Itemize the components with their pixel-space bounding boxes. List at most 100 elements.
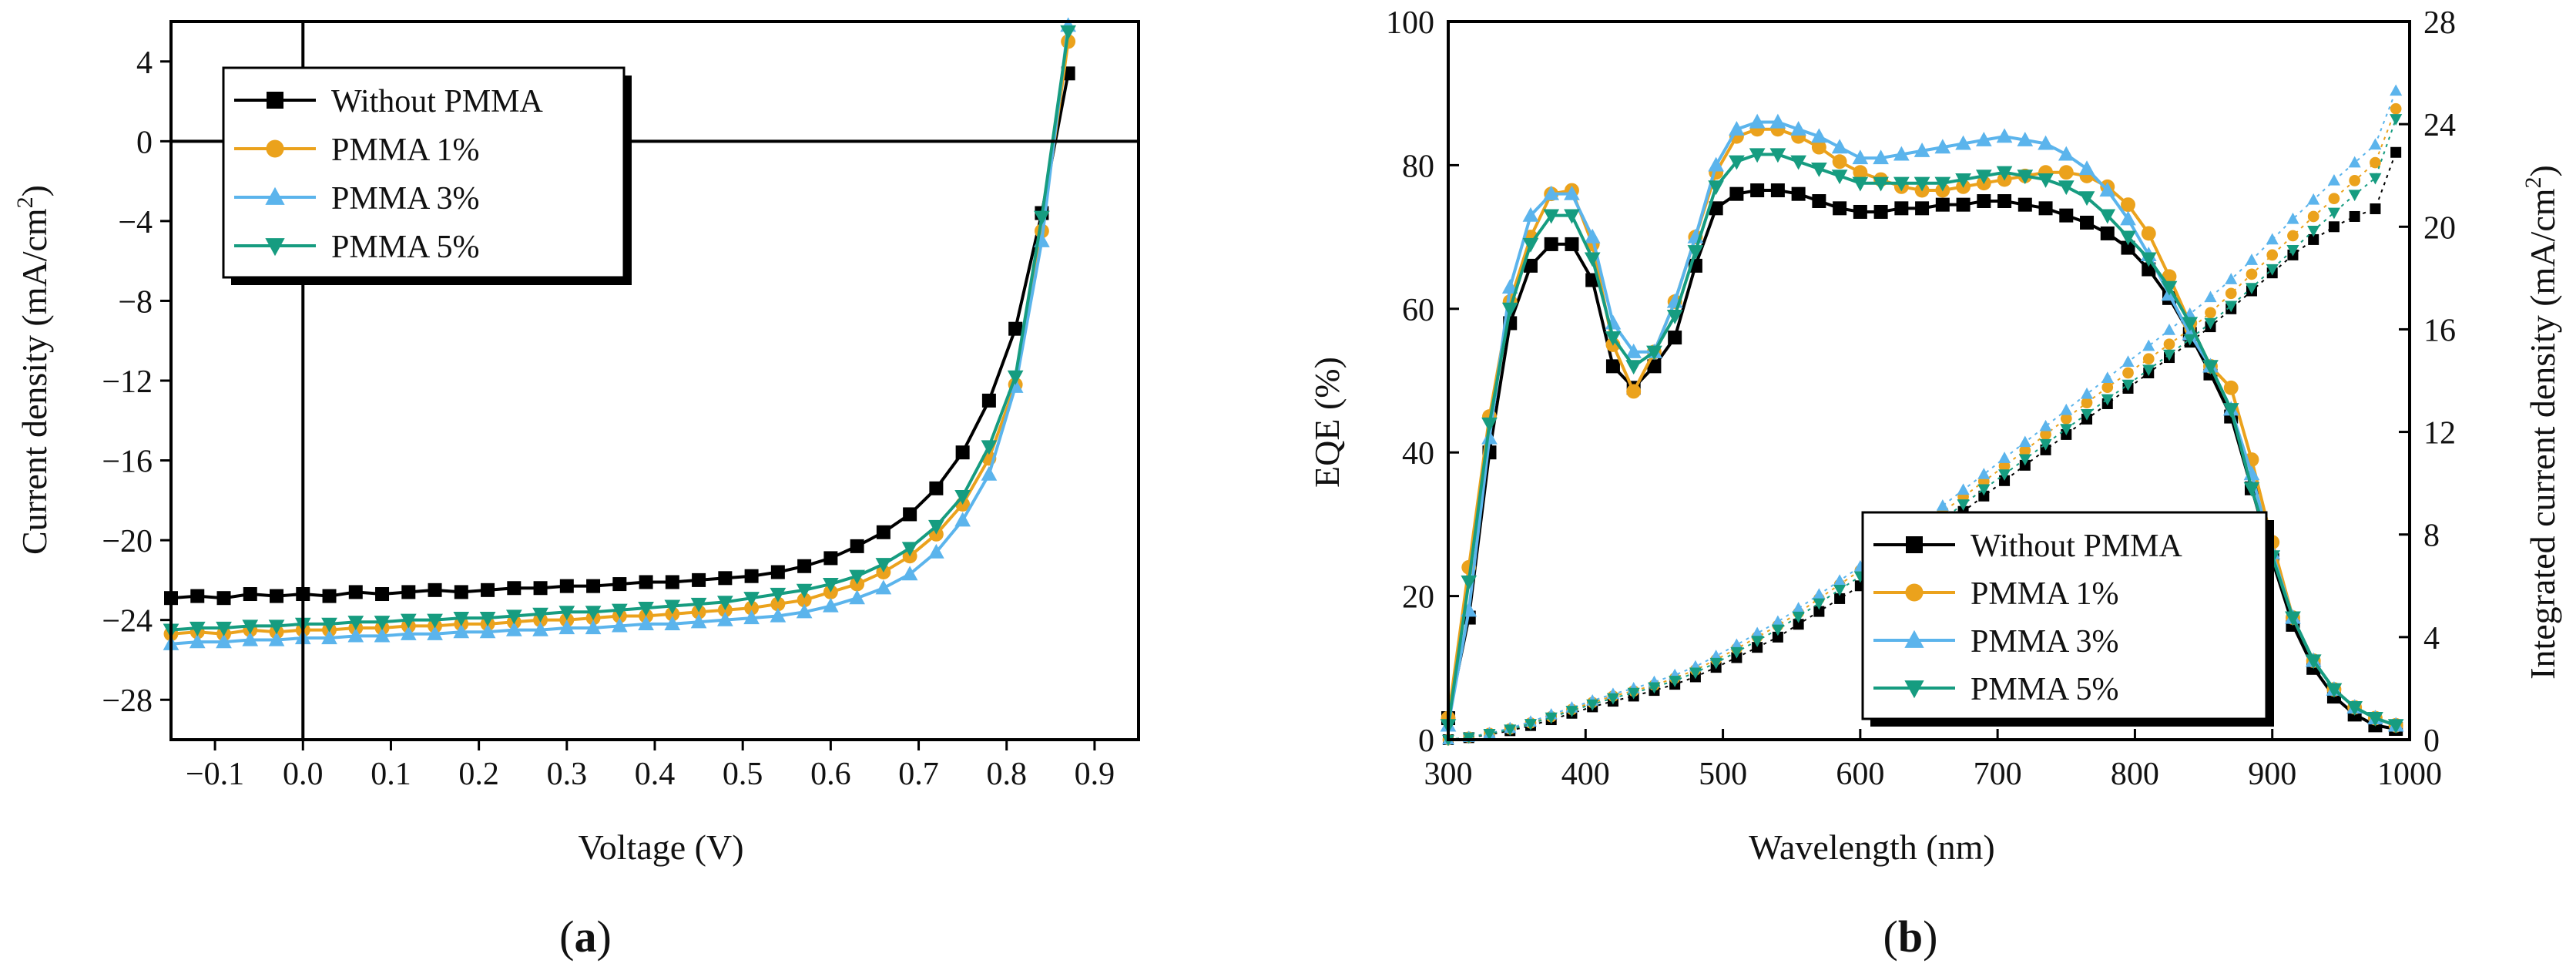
jv-point	[928, 543, 944, 559]
jv-point	[454, 585, 468, 599]
jv-legend-marker	[265, 186, 285, 205]
eqe-x-tick-label: 700	[1974, 757, 2022, 792]
eqe-point	[2161, 280, 2178, 296]
jv-point	[797, 559, 812, 573]
jv-x-tick-label: 0.4	[635, 757, 676, 792]
eqe-legend-marker	[1905, 583, 1924, 602]
integrated-point	[2349, 175, 2361, 186]
jv-legend-marker	[266, 139, 284, 158]
eqe-point	[1544, 237, 1558, 251]
integrated-point	[2390, 146, 2402, 158]
integrated-point	[2142, 339, 2155, 351]
integrated-point	[2081, 397, 2093, 408]
panel-label-a: (a)	[559, 912, 612, 962]
eqe-point	[1934, 176, 1951, 192]
eqe-point	[2285, 611, 2301, 626]
integrated-point	[1793, 619, 1804, 630]
integrated-point	[2266, 249, 2279, 261]
eqe-point	[1564, 209, 1580, 224]
jv-point	[850, 539, 864, 553]
integrated-point	[1998, 452, 2011, 463]
jv-legend-box	[222, 66, 626, 279]
jv-point	[321, 617, 337, 633]
jv-x-tick-label: 0.1	[371, 757, 411, 792]
jv-point	[770, 607, 787, 623]
integrated-y-tick-label: 20	[2423, 210, 2456, 246]
eqe-point	[1461, 575, 1478, 590]
jv-legend-label: PMMA 5%	[331, 230, 480, 265]
eqe-x-tick-label: 300	[1424, 757, 1473, 792]
integrated-y-tick-label: 28	[2423, 5, 2456, 41]
integrated-point	[2204, 317, 2217, 330]
eqe-point	[2120, 230, 2136, 246]
integrated-point	[1772, 631, 1783, 643]
eqe-point	[1625, 343, 1642, 358]
eqe-point	[1832, 154, 1847, 170]
eqe-x-tick-label: 1000	[2377, 757, 2442, 792]
jv-point	[532, 621, 548, 636]
eqe-point	[2018, 197, 2032, 212]
eqe-point	[1975, 131, 1992, 146]
jv-y-tick-label: −20	[102, 524, 153, 559]
jv-y-tick-label: −28	[102, 683, 153, 719]
integrated-point	[1978, 490, 1990, 502]
integrated-point	[2327, 173, 2340, 186]
jv-point	[612, 577, 627, 592]
jv-point	[903, 507, 917, 522]
integrated-point	[2080, 387, 2094, 399]
jv-point	[875, 579, 892, 595]
jv-point	[321, 630, 337, 645]
integrated-current-axis-label: Integrated current density (mA/cm2)	[2521, 165, 2562, 680]
jv-y-tick-label: −4	[118, 205, 153, 240]
integrated-point	[1627, 687, 1640, 700]
eqe-y-axis-label: EQE (%)	[1307, 357, 1347, 488]
jv-point	[716, 611, 733, 626]
integrated-point	[2018, 435, 2031, 448]
eqe-point	[1647, 359, 1662, 374]
eqe-series-pmma-5	[1440, 114, 2404, 747]
integrated-point	[2349, 210, 2360, 222]
eqe-x-tick-label: 500	[1699, 757, 1747, 792]
eqe-point	[1853, 204, 1867, 219]
eqe-point	[1790, 121, 1806, 136]
jv-point	[243, 587, 257, 602]
jv-point	[954, 512, 971, 527]
integrated-point	[2266, 233, 2279, 245]
jv-x-tick-label: 0.8	[986, 757, 1027, 792]
eqe-y-tick-label: 100	[1386, 5, 1434, 41]
integrated-point	[2018, 454, 2031, 466]
integrated-y-tick-label: 24	[2423, 108, 2456, 143]
jv-point	[690, 613, 707, 629]
integrated-point	[2019, 445, 2031, 456]
jv-point	[479, 623, 496, 639]
jv-point	[796, 583, 813, 599]
jv-x-tick-label: 0.7	[898, 757, 939, 792]
integrated-point	[1709, 657, 1722, 670]
eqe-y-tick-label: 40	[1402, 436, 1434, 472]
eqe-point	[1543, 209, 1560, 224]
jv-chart-panel: −0.1 0.0 0.1 0.2 0.3 0.4 0.5 0.6 0.7 0.8 0.9 4 0 −4 −8…	[12, 17, 1140, 962]
jv-point	[479, 611, 496, 626]
eqe-legend-label: PMMA 5%	[1971, 672, 2119, 707]
integrated-point	[2101, 371, 2114, 383]
eqe-point	[1852, 176, 1869, 192]
jv-point	[716, 596, 733, 611]
eqe-point	[1935, 197, 1950, 212]
jv-point	[268, 631, 285, 646]
integrated-axis-label-sup: 2	[2521, 176, 2546, 188]
eqe-legend-label: PMMA 3%	[1971, 624, 2119, 660]
integrated-point	[2307, 193, 2320, 205]
integrated-point	[2307, 225, 2320, 237]
eqe-point	[2223, 380, 2239, 395]
eqe-point	[1831, 170, 1848, 185]
eqe-point	[1769, 113, 1786, 129]
integrated-point	[2390, 84, 2403, 96]
jv-y-axis-label-sup: 2	[12, 196, 38, 208]
jv-point	[690, 597, 707, 613]
jv-point	[876, 525, 891, 539]
eqe-x-axis-label: Wavelength (nm)	[1749, 828, 1994, 867]
integrated-point	[2163, 338, 2175, 351]
integrated-point	[2287, 230, 2299, 242]
eqe-point	[2078, 191, 2095, 206]
eqe-point	[1956, 197, 1971, 212]
